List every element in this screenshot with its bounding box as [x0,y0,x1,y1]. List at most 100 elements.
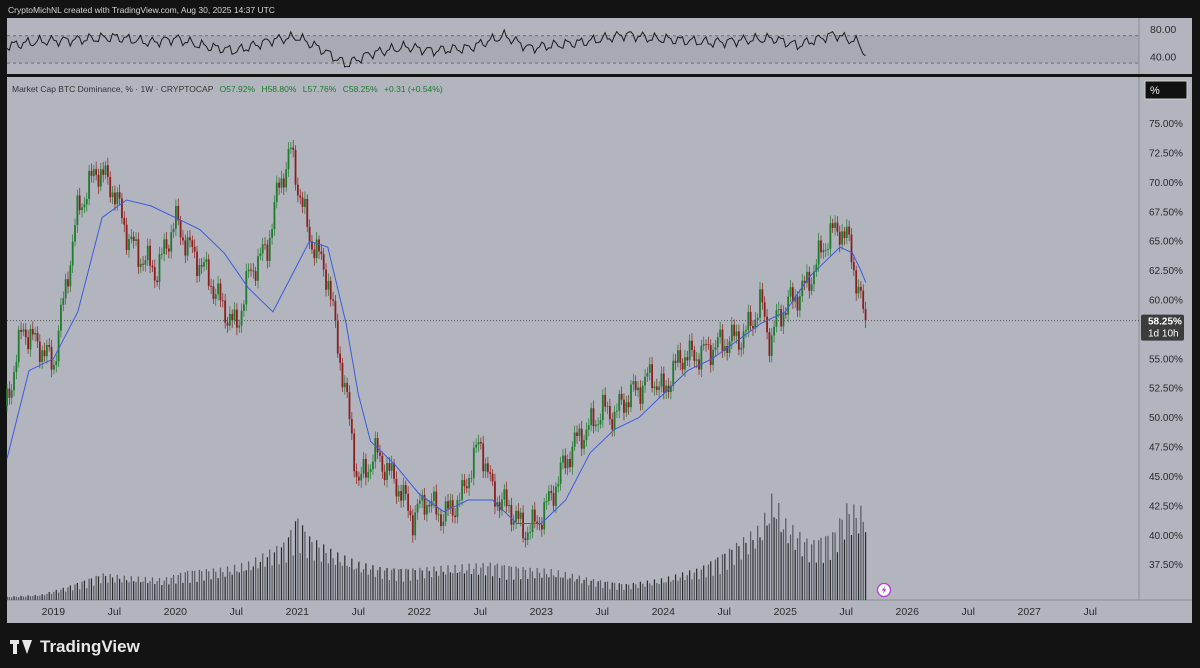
candle-body [806,271,808,283]
brand-name: TradingView [40,637,140,656]
candle-body [552,493,555,506]
volume-bar [299,553,301,600]
candle-body [639,387,642,404]
volume-bar [447,565,449,600]
volume-bar [639,581,641,600]
volume-bar [653,579,656,600]
unit-toggle-box[interactable] [1144,80,1188,100]
main-pane[interactable] [7,77,1192,623]
volume-bar [79,589,81,600]
candle-body [730,324,733,342]
volume-bar [172,574,175,600]
volume-bar [48,592,50,600]
volume-bar [787,543,789,600]
candle-body [275,182,278,203]
volume-bar [491,576,494,600]
legend-high: H58.80% [261,84,296,94]
volume-bar [137,576,139,600]
volume-bar [123,575,125,600]
volume-bar [499,578,501,600]
volume-bar [710,561,712,600]
candle-body [752,326,754,329]
volume-bar [405,568,407,600]
candle-body [20,329,22,332]
volume-bar [520,579,522,600]
volume-bar [11,597,13,600]
volume-bar [402,581,405,600]
candle-body [189,237,191,241]
volume-bar [595,586,597,600]
volume-bar [365,563,367,600]
candle-body [301,197,304,207]
candle-body [529,531,532,533]
volume-bar [489,562,491,600]
volume-bar [613,582,616,600]
price-tick-label: 67.50% [1149,207,1183,218]
volume-bar [41,594,43,600]
candle-body [726,345,729,353]
candle-body [69,265,72,287]
volume-bar [348,567,351,600]
candle-body [38,341,41,362]
candle-body [374,438,377,462]
candle-body [447,501,449,509]
candle-body [318,239,320,252]
footer-brand: TradingView [10,636,140,658]
volume-bar [606,581,609,600]
volume-bar [344,555,346,600]
candle-body [334,300,337,321]
volume-bar [269,549,271,600]
candle-body [336,320,339,354]
volume-bar [177,575,179,600]
candle-body [742,331,745,348]
candle-body [486,463,489,473]
candle-body [813,271,815,285]
volume-bar [165,577,168,600]
candle-body [634,381,637,391]
candle-body [606,406,609,407]
lightning-alert-icon[interactable] [876,582,892,598]
candle-body [142,263,144,265]
candle-body [306,198,309,227]
candle-body [55,361,58,365]
volume-bar [252,566,254,600]
candle-body [773,326,775,336]
candle-body [838,231,841,245]
candle-body [383,471,386,480]
candle-body [829,223,832,249]
volume-bar [574,581,576,600]
volume-bar [719,574,721,600]
volume-bar [834,532,836,600]
volume-bar [121,582,123,600]
candle-body [669,385,672,393]
candle-body [240,310,243,326]
candle-body [592,408,595,427]
volume-bar [32,596,34,600]
volume-bar [395,580,398,600]
volume-bar [88,578,90,600]
time-tick-label: Jul [108,606,121,618]
volume-bar [421,570,423,600]
candle-body [104,165,107,175]
candle-body [235,309,238,328]
volume-bar [135,581,137,600]
candle-body [231,313,234,321]
candle-body [245,271,248,305]
candle-body [226,322,229,326]
legend-close: C58.25% [343,84,378,94]
volume-bar [545,573,548,600]
time-tick-label: 2024 [652,606,676,618]
volume-bar [794,549,796,600]
volume-bar [353,569,355,600]
time-axis[interactable]: 2019 Jul 2020 Jul 2021 Jul 2022 Jul 2023 Jul 2024 J… [42,606,1097,618]
time-tick-label: Jul [352,606,365,618]
volume-bar [735,542,738,600]
candle-body [784,313,787,315]
candle-body [526,532,529,540]
candle-body [388,463,391,471]
volume-bar [515,566,517,600]
volume-bar [604,581,606,600]
candle-body [470,477,473,479]
volume-bar [454,564,456,600]
